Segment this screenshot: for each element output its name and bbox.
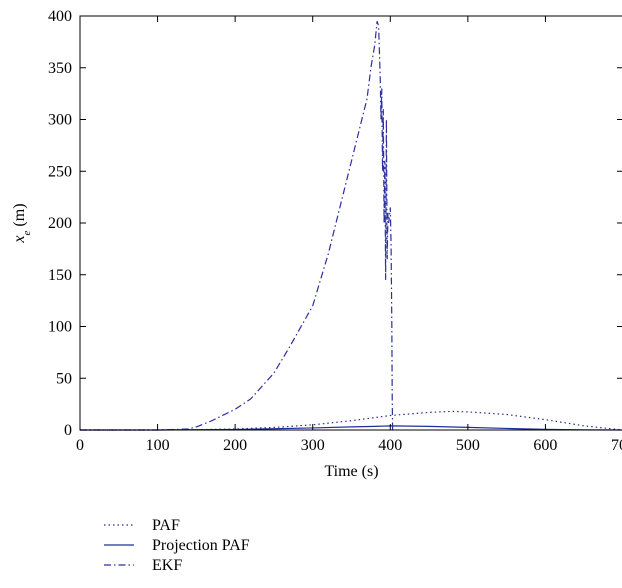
x-tick-label: 700 (611, 437, 622, 454)
y-tick-label: 150 (48, 267, 72, 284)
x-tick-label: 100 (146, 437, 170, 454)
y-tick-label: 250 (48, 163, 72, 180)
x-tick-label: 200 (223, 437, 247, 454)
y-axis-label: xe (m) (11, 203, 33, 243)
x-tick-label: 300 (301, 437, 325, 454)
y-tick-label: 350 (48, 60, 72, 77)
y-tick-label: 50 (56, 370, 72, 387)
legend-label-0: PAF (152, 517, 180, 534)
y-tick-label: 200 (48, 215, 72, 232)
y-axis-label-unit: (m) (11, 203, 28, 230)
x-tick-label: 600 (533, 437, 557, 454)
x-axis-label: Time (s) (324, 463, 378, 480)
y-axis-label-symbol: x (11, 235, 28, 243)
legend-label-2: EKF (152, 557, 182, 574)
series-line-1 (80, 425, 622, 431)
y-tick-label: 0 (64, 422, 72, 439)
y-axis-label-subscript: e (21, 230, 33, 235)
y-tick-label: 400 (48, 8, 72, 25)
series-line-0 (80, 410, 622, 431)
x-tick-label: 0 (76, 437, 84, 454)
y-tick-label: 100 (48, 319, 72, 336)
x-tick-label: 500 (456, 437, 480, 454)
y-tick-label: 300 (48, 112, 72, 129)
legend: PAF Projection PAF EKF (104, 517, 250, 574)
plot-frame (79, 15, 622, 431)
series-line-2 (80, 20, 394, 431)
legend-label-1: Projection PAF (152, 537, 250, 554)
x-tick-label: 400 (378, 437, 402, 454)
tick-layer: 0 100 200 300 400 500 600 700 0 50 100 150 200 250 300… (48, 8, 622, 454)
series-layer (80, 20, 622, 431)
